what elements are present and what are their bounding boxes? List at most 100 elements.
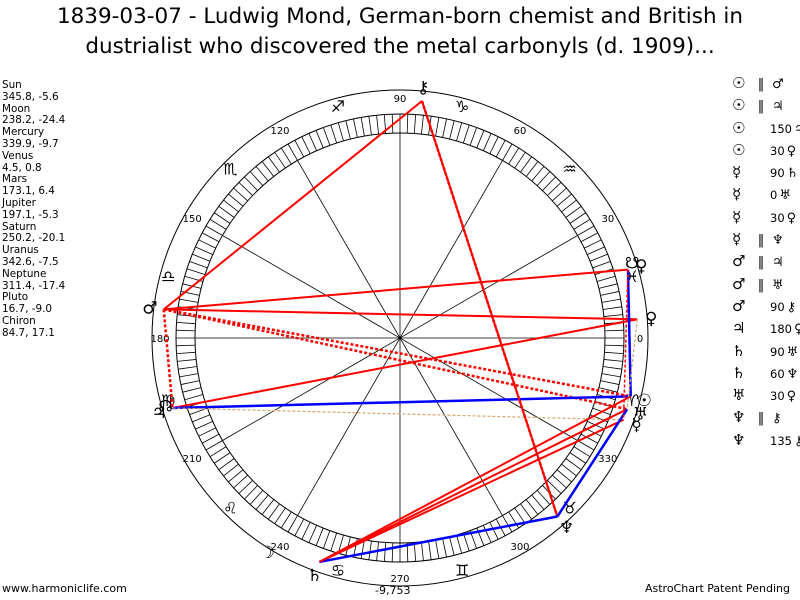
degree-tick [244, 485, 258, 500]
aspect-list: ☉ ‖ ♂ ☉ ‖ ♃ ☉ 150 ♃ ☉ 30 ♀ ☿ 90 ♄ ☿ 0 ♅ ☿ 30 ♀ ☿ ‖ ♆ ♂ ‖ ♃ ♂ ‖ ♅ ♂ 90 ⚷ ♃… [732, 72, 800, 451]
degree-tick [536, 171, 551, 186]
degree-tick [287, 515, 298, 533]
degree-label: 270 [390, 574, 409, 585]
degree-tick [531, 166, 545, 182]
degree-tick [209, 218, 227, 230]
aspect-p2: ♅ [786, 344, 799, 360]
degree-tick [569, 452, 586, 464]
degree-tick [421, 541, 424, 561]
aspect-p1: ♄ [732, 341, 746, 360]
aspect-p1: ☿ [732, 163, 742, 182]
degree-tick [531, 494, 545, 510]
degree-tick [483, 133, 492, 151]
degree-tick [323, 530, 331, 549]
title-line-1: 1839-03-07 - Ludwig Mond, German-born ch… [56, 4, 744, 29]
planet-name-mars: Mars [2, 173, 28, 186]
degree-tick [584, 239, 602, 249]
footer-website[interactable]: www.harmoniclife.com [2, 582, 127, 595]
degree-tick [228, 193, 244, 207]
degree-tick [514, 152, 526, 169]
lunar-node-glyph: ☊ [158, 396, 172, 415]
aspect-orb: 90 [770, 299, 785, 314]
degree-tick [495, 140, 506, 158]
aspect-line [163, 308, 631, 398]
spoke-line [222, 235, 578, 441]
aspect-sym: ‖ [757, 411, 765, 427]
degree-tick [587, 246, 605, 255]
aspect-orb: 30 [770, 389, 785, 404]
aspect-p2: ♄ [786, 166, 799, 182]
degree-tick [179, 298, 199, 303]
degree-tick [603, 314, 623, 317]
aspect-row: ♂ ‖ ♅ [732, 273, 800, 295]
aspect-p1: ☿ [732, 230, 742, 249]
aspect-row: ☉ ‖ ♃ [732, 94, 800, 116]
degree-tick [502, 143, 513, 161]
degree-tick [330, 532, 338, 552]
degree-tick [274, 152, 286, 169]
degree-tick [604, 351, 624, 355]
degree-tick [315, 130, 324, 149]
degree-tick [308, 133, 317, 151]
degree-tick [383, 542, 387, 562]
degree-tick [176, 329, 196, 332]
degree-tick [308, 525, 317, 543]
planet-name-jupiter: Jupiter [2, 196, 36, 209]
lunar-node-glyph: ☋ [625, 254, 639, 273]
aspect-p1: ☿ [732, 207, 742, 226]
aspect-p2: ♃ [772, 255, 784, 271]
aspect-row: ☿ ‖ ♆ [732, 228, 800, 250]
aspect-row: ☉ 30 ♀ [732, 139, 800, 161]
degree-tick [198, 427, 216, 437]
degree-tick [580, 232, 598, 243]
degree-tick [456, 534, 463, 554]
planet-position-list: Sun 345.8, -5.6 Moon 238.2, -24.4 Mercury 339… [2, 79, 66, 340]
degree-tick [177, 359, 197, 362]
degree-tick [337, 122, 344, 142]
planet-glyph-pluto: ♀ [635, 257, 647, 277]
aspect-row: ♃ 180 ♀ [732, 317, 800, 339]
degree-tick [449, 536, 455, 556]
degree-tick [602, 366, 622, 370]
degree-tick [565, 458, 582, 470]
planet-coords-mercury: 339.9, -9.7 [2, 137, 59, 150]
degree-tick [368, 116, 372, 136]
degree-tick [268, 503, 280, 520]
degree-tick [589, 253, 608, 262]
planet-coords-uranus: 342.6, -7.5 [2, 255, 59, 268]
aspect-p2: ♀ [793, 322, 800, 338]
aspect-p1: ♆ [732, 430, 746, 449]
degree-tick [255, 494, 269, 510]
planet-glyph-neptune: ♆ [559, 518, 574, 538]
degree-tick [337, 534, 344, 554]
degree-tick [360, 117, 365, 137]
degree-tick [192, 414, 211, 423]
degree-tick [280, 147, 292, 165]
aspect-orb: 90 [770, 166, 785, 181]
degree-tick [182, 387, 202, 393]
bottom-value: -9,753 [375, 584, 411, 597]
degree-label: 240 [270, 542, 289, 553]
degree-label: 210 [183, 454, 202, 465]
planet-coords-moon: 238.2, -24.4 [2, 114, 66, 127]
degree-tick [214, 452, 231, 464]
planet-name-saturn: Saturn [2, 220, 37, 233]
aspect-p2: ♆ [786, 366, 799, 382]
degree-tick [552, 474, 567, 489]
degree-tick [360, 539, 365, 559]
degree-tick [469, 127, 477, 146]
degree-tick [368, 540, 372, 560]
degree-tick [228, 469, 244, 483]
planet-name-moon: Moon [2, 102, 31, 115]
aspect-line [318, 395, 632, 563]
aspect-line [172, 395, 631, 410]
planet-coords-neptune: 311.4, -17.4 [2, 279, 66, 292]
degree-tick [301, 522, 311, 540]
degree-tick [413, 542, 417, 562]
planet-name-neptune: Neptune [2, 267, 47, 280]
degree-tick [565, 206, 582, 218]
aspect-row: ♅ 30 ♀ [732, 384, 800, 406]
aspect-p2: ♀ [786, 210, 797, 226]
aspect-p1: ♄ [732, 363, 746, 382]
degree-tick [508, 147, 520, 165]
